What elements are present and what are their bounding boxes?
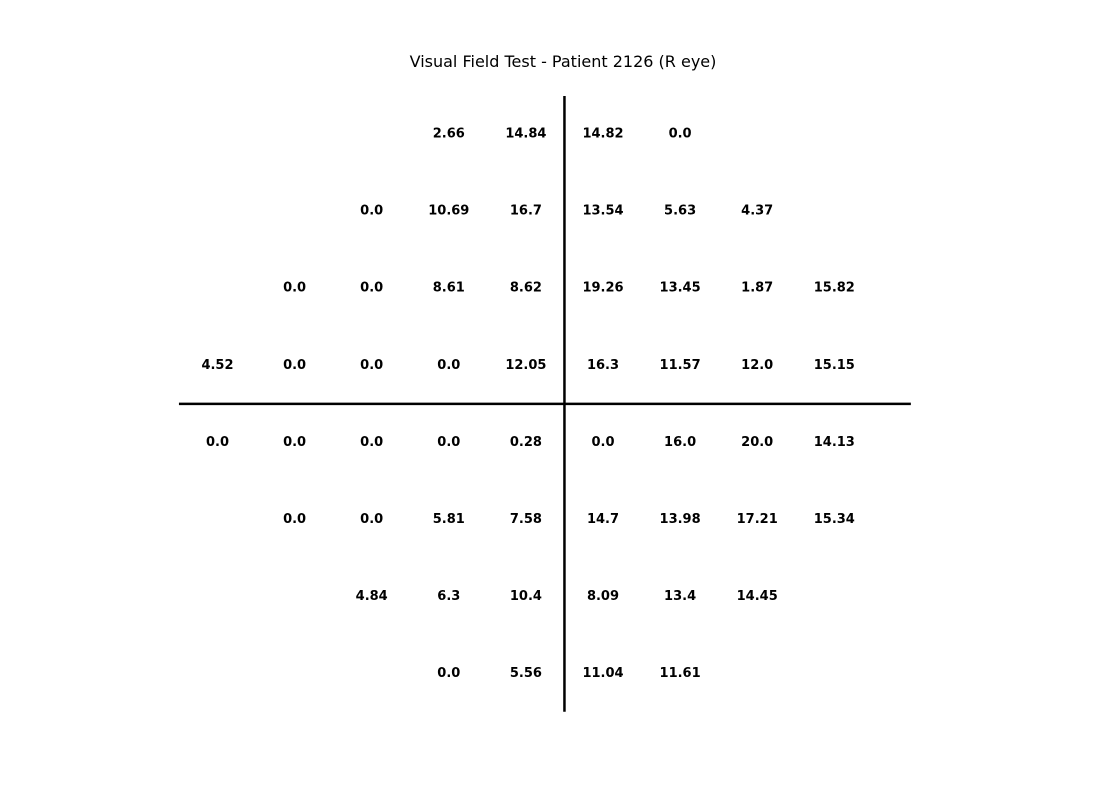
field-value-r2-c4: 8.62 [510,281,542,296]
field-value-r5-c4: 7.58 [510,512,542,527]
axes-layer [178,96,911,712]
field-value-r0-c3: 2.66 [433,127,465,142]
field-value-r4-c6: 16.0 [664,435,696,450]
field-value-r3-c5: 16.3 [587,358,619,373]
field-value-r7-c5: 11.04 [582,666,623,681]
field-value-r2-c1: 0.0 [283,281,306,296]
field-value-r4-c3: 0.0 [437,435,460,450]
field-value-r3-c6: 11.57 [660,358,701,373]
field-value-r0-c4: 14.84 [505,127,546,142]
field-value-r4-c2: 0.0 [360,435,383,450]
field-value-r1-c4: 16.7 [510,204,542,219]
field-value-r2-c6: 13.45 [660,281,701,296]
field-value-r3-c8: 15.15 [814,358,855,373]
field-value-r1-c7: 4.37 [741,204,773,219]
field-value-r5-c1: 0.0 [283,512,306,527]
field-value-r0-c5: 14.82 [582,127,623,142]
field-value-r5-c5: 14.7 [587,512,619,527]
field-value-r6-c5: 8.09 [587,589,619,604]
field-value-r3-c1: 0.0 [283,358,306,373]
field-value-r6-c6: 13.4 [664,589,696,604]
field-value-r4-c8: 14.13 [814,435,855,450]
field-value-r2-c3: 8.61 [433,281,465,296]
field-value-r6-c7: 14.45 [737,589,778,604]
field-value-r1-c3: 10.69 [428,204,469,219]
field-value-r1-c5: 13.54 [582,204,623,219]
field-value-r7-c4: 5.56 [510,666,542,681]
field-value-r4-c5: 0.0 [591,435,614,450]
field-value-r5-c2: 0.0 [360,512,383,527]
values-layer: 2.66 14.84 14.82 0.0 0.0 10.69 16.7 13.54 5.63 4.… [201,127,854,682]
field-value-r2-c8: 15.82 [814,281,855,296]
field-value-r2-c7: 1.87 [741,281,773,296]
field-value-r3-c0: 4.52 [201,358,233,373]
chart-title: Visual Field Test - Patient 2126 (R eye) [409,52,717,71]
field-value-r3-c7: 12.0 [741,358,773,373]
field-value-r7-c6: 11.61 [660,666,701,681]
field-value-r4-c0: 0.0 [206,435,229,450]
field-value-r5-c8: 15.34 [814,512,855,527]
field-value-r3-c2: 0.0 [360,358,383,373]
field-value-r3-c3: 0.0 [437,358,460,373]
field-value-r7-c3: 0.0 [437,666,460,681]
field-value-r4-c1: 0.0 [283,435,306,450]
field-value-r1-c6: 5.63 [664,204,696,219]
field-value-r5-c3: 5.81 [433,512,465,527]
field-value-r3-c4: 12.05 [505,358,546,373]
field-value-r6-c4: 10.4 [510,589,542,604]
field-value-r0-c6: 0.0 [669,127,692,142]
field-value-r2-c5: 19.26 [582,281,623,296]
field-value-r1-c2: 0.0 [360,204,383,219]
field-value-r5-c7: 17.21 [737,512,778,527]
field-value-r5-c6: 13.98 [660,512,701,527]
field-value-r6-c3: 6.3 [437,589,460,604]
field-value-r6-c2: 4.84 [356,589,388,604]
field-value-r4-c4: 0.28 [510,435,542,450]
field-value-r4-c7: 20.0 [741,435,773,450]
field-value-r2-c2: 0.0 [360,281,383,296]
